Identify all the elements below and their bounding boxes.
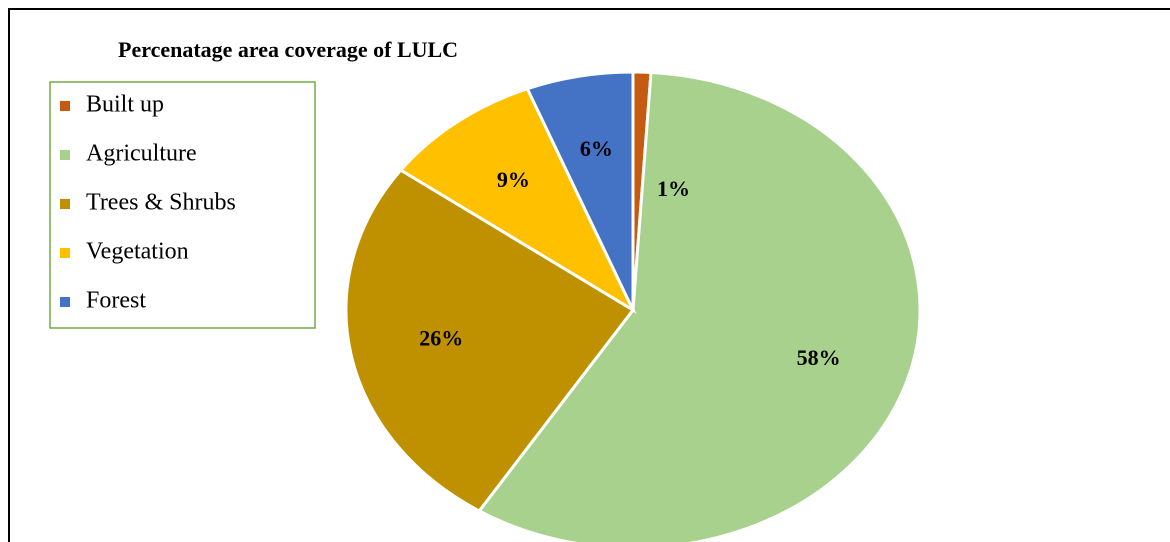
data-label: 1% (657, 176, 690, 201)
data-label: 6% (580, 136, 613, 161)
data-label: 26% (419, 325, 463, 350)
pie-slice (525, 70, 635, 311)
legend-label: Built up (86, 92, 164, 118)
pie-slice (398, 86, 637, 314)
legend-label: Agriculture (86, 141, 197, 167)
legend-swatch (60, 248, 70, 258)
legend-swatch (60, 150, 70, 160)
legend-label: Vegetation (86, 239, 189, 265)
legend-label: Forest (86, 288, 146, 314)
pie-slice (476, 70, 922, 542)
pie-slice (344, 168, 636, 513)
data-label: 58% (797, 345, 841, 370)
legend-box (49, 81, 316, 329)
chart-border (8, 8, 1170, 542)
legend-swatch (60, 199, 70, 209)
data-label: 9% (497, 167, 530, 192)
legend-label: Trees & Shrubs (86, 190, 236, 216)
chart-title: Percenatage area coverage of LULC (118, 37, 458, 62)
legend-swatch (60, 297, 70, 307)
legend-swatch (60, 101, 70, 111)
